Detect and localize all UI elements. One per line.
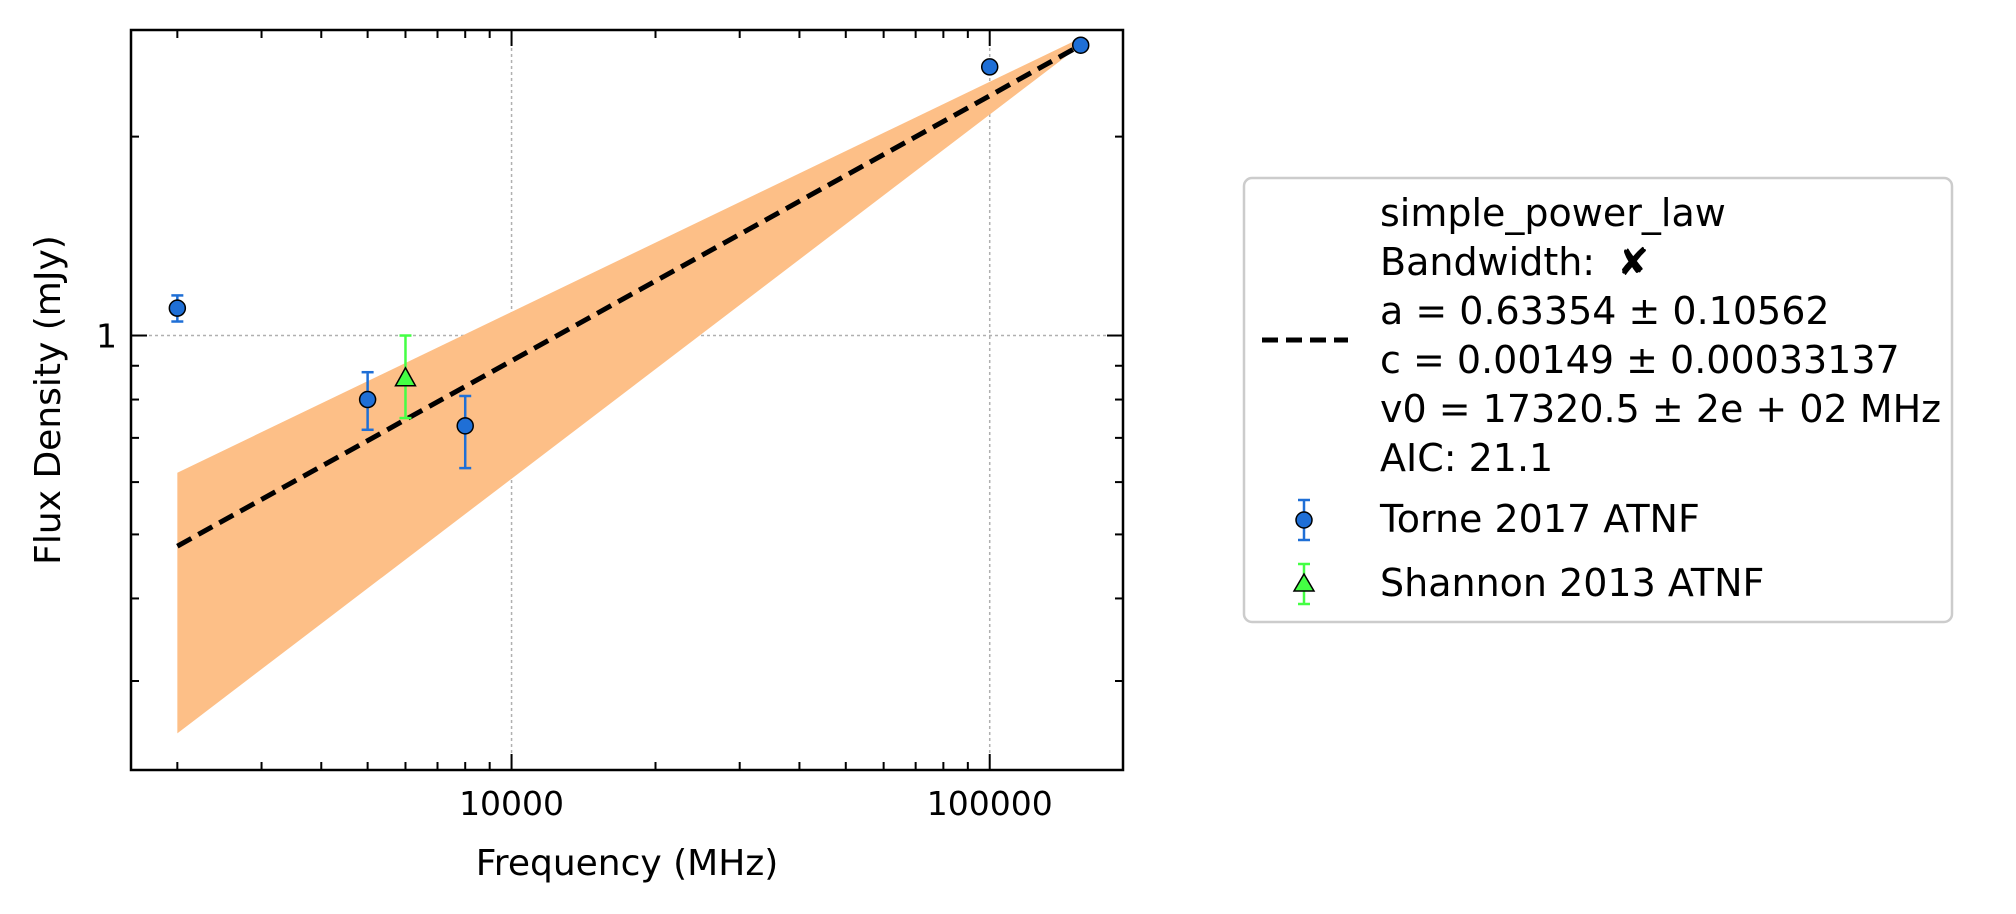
y-tick-label: 1 [96, 317, 117, 356]
x-axis-label: Frequency (MHz) [476, 843, 779, 884]
data-point-torne-1 [358, 370, 377, 432]
legend-bandwidth-mark: ✘ [1617, 240, 1649, 284]
marker-circle [358, 390, 377, 409]
plot-background [131, 30, 1123, 770]
marker-circle [456, 417, 474, 435]
fit-line [176, 43, 1082, 549]
data-point-torne-4 [1071, 36, 1090, 54]
legend-bandwidth-label: Bandwidth: [1380, 240, 1595, 284]
legend-bandwidth: Bandwidth: ✘ [1380, 240, 1649, 284]
marker-circle [168, 299, 187, 317]
legend-shannon-label: Shannon 2013 ATNF [1380, 561, 1764, 605]
x-tick-label: 10000 [459, 784, 564, 823]
legend-fit-name: simple_power_law [1380, 191, 1726, 235]
marker-circle [1071, 36, 1090, 54]
plot-area: 10000 100000 1 [96, 28, 1125, 823]
marker-circle [980, 58, 999, 76]
legend-torne-label: Torne 2017 ATNF [1379, 497, 1700, 541]
legend-shannon-marker [1292, 562, 1316, 606]
legend-param-a: a = 0.63354 ± 0.10562 [1380, 289, 1830, 333]
data-point-torne-3 [980, 58, 999, 76]
legend: simple_power_law Bandwidth: ✘ a = 0.6335… [1242, 176, 1954, 624]
fit-line-layer [176, 43, 1082, 549]
legend-torne-marker [1295, 498, 1313, 542]
axis-ticks [131, 30, 1123, 770]
data-point-torne-0 [168, 294, 187, 323]
legend-param-c: c = 0.00149 ± 0.00033137 [1380, 338, 1900, 382]
marker-triangle [394, 366, 417, 387]
legend-box [1242, 176, 1954, 624]
data-point-torne-2 [456, 394, 474, 470]
data-point-shannon-0 [394, 334, 417, 420]
legend-aic: AIC: 21.1 [1380, 436, 1553, 480]
fit-band-layer [177, 38, 1081, 734]
legend-param-v0: v0 = 17320.5 ± 2e + 02 MHz [1380, 387, 1941, 431]
tick-labels: 10000 100000 1 [96, 317, 1053, 823]
x-tick-label: 100000 [927, 784, 1053, 823]
fit-uncertainty-band [177, 38, 1081, 734]
y-axis-label: Flux Density (mJy) [28, 235, 69, 565]
data-points-layer [168, 36, 1090, 470]
